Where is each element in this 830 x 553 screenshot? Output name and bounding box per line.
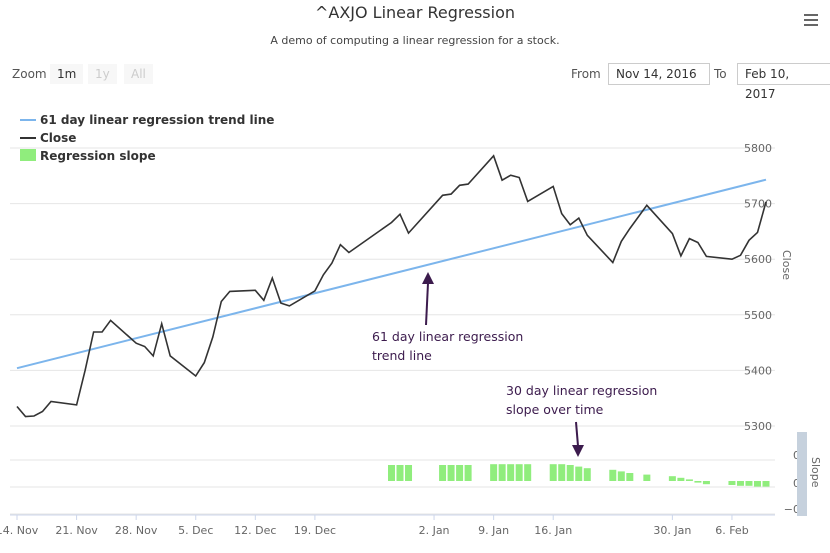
slope-bar <box>617 471 625 481</box>
x-tick-label: 9. Jan <box>478 524 509 537</box>
from-label: From <box>571 67 601 81</box>
x-tick-label: 5. Dec <box>178 524 213 537</box>
zoom-1m-button[interactable]: 1m <box>50 64 84 84</box>
legend-line-symbol <box>20 119 36 121</box>
slope-bar <box>728 481 736 485</box>
slope-bar <box>643 474 651 481</box>
legend-label: Close <box>40 131 77 145</box>
x-tick-label: 28. Nov <box>115 524 158 537</box>
slope-bar <box>583 468 591 481</box>
y2-axis-title: Slope <box>809 457 822 488</box>
x-tick-label: 6. Feb <box>715 524 748 537</box>
slope-bar <box>524 464 532 481</box>
y-tick-label: 5400 <box>744 364 772 377</box>
slope-bar <box>558 464 566 481</box>
x-tick-label: 19. Dec <box>294 524 336 537</box>
trend-annotation-line2: trend line <box>372 348 432 363</box>
slope-bar <box>609 469 617 481</box>
slope-annotation-line2: slope over time <box>506 402 604 417</box>
y2-tick-label: 0 <box>793 477 800 490</box>
zoom-1y-button[interactable]: 1y <box>88 64 117 84</box>
slope-bar <box>762 481 770 487</box>
slope-annotation-arrow-shaft <box>575 421 579 447</box>
slope-bar <box>456 465 464 481</box>
slope-bar <box>447 465 455 481</box>
slope-bar <box>575 466 583 481</box>
slope-annotation-arrow-head <box>572 445 584 457</box>
slope-bar <box>405 465 413 481</box>
trend-annotation-arrow-head <box>422 272 434 284</box>
chart-subtitle: A demo of computing a linear regression … <box>270 34 560 47</box>
legend-box-symbol <box>20 149 36 161</box>
slope-bar <box>549 464 557 481</box>
x-tick-label: 16. Jan <box>534 524 572 537</box>
slope-bar <box>507 464 515 481</box>
legend-label: Regression slope <box>40 149 156 163</box>
slope-bar <box>566 465 574 481</box>
x-tick-label: 30. Jan <box>653 524 691 537</box>
y-tick-label: 5300 <box>744 420 772 433</box>
y-tick-label: 5700 <box>744 198 772 211</box>
slope-bar <box>753 481 761 487</box>
trend-annotation-line1: 61 day linear regression <box>372 329 524 344</box>
x-tick-label: 14. Nov <box>0 524 39 537</box>
y-axis-title: Close <box>780 250 793 280</box>
y2-tick-label: −0 <box>784 503 800 516</box>
slope-bar <box>515 464 523 481</box>
zoom-all-button[interactable]: All <box>124 64 153 84</box>
regression-trend-line <box>16 178 767 370</box>
slope-annotation: 30 day linear regression slope over time <box>506 381 657 419</box>
y-tick-label: 5500 <box>744 309 772 322</box>
slope-bar <box>388 465 395 481</box>
y-tick-label: 5800 <box>744 142 772 155</box>
slope-bar <box>685 479 693 481</box>
hamburger-menu-icon[interactable] <box>804 14 818 26</box>
y2-tick-label: 0 <box>793 449 800 462</box>
slope-bar <box>668 476 676 481</box>
legend-item-close[interactable]: Close <box>20 131 77 145</box>
close-price-line <box>16 154 767 418</box>
slope-bar <box>439 465 447 481</box>
slope-bar <box>694 481 702 483</box>
legend-item-slope[interactable]: Regression slope <box>20 149 156 163</box>
trend-annotation-arrow-shaft <box>425 282 429 326</box>
x-tick-label: 21. Nov <box>55 524 98 537</box>
slope-bar <box>626 473 634 481</box>
slope-bar <box>736 481 744 486</box>
x-tick-label: 12. Dec <box>234 524 276 537</box>
slope-bar <box>464 465 472 481</box>
legend-item-regression[interactable]: 61 day linear regression trend line <box>20 113 275 127</box>
slope-bar <box>498 464 506 481</box>
to-label: To <box>714 67 727 81</box>
to-date-input[interactable]: Feb 10, 2017 <box>737 63 830 101</box>
from-date-input[interactable]: Nov 14, 2016 <box>608 63 710 85</box>
slope-axis-scrollbar <box>797 432 807 516</box>
chart-title: ^AXJO Linear Regression <box>314 3 516 22</box>
legend-label: 61 day linear regression trend line <box>40 113 275 127</box>
slope-annotation-line1: 30 day linear regression <box>506 383 658 398</box>
slope-bar <box>490 464 498 481</box>
slope-bar <box>677 477 685 481</box>
x-tick-label: 2. Jan <box>419 524 450 537</box>
trend-annotation: 61 day linear regression trend line <box>372 327 523 365</box>
zoom-label: Zoom <box>12 67 47 81</box>
legend-line-symbol <box>20 137 36 139</box>
y-tick-label: 5600 <box>744 253 772 266</box>
slope-bar <box>702 481 710 485</box>
slope-bar <box>745 481 753 486</box>
slope-bar <box>396 465 404 481</box>
